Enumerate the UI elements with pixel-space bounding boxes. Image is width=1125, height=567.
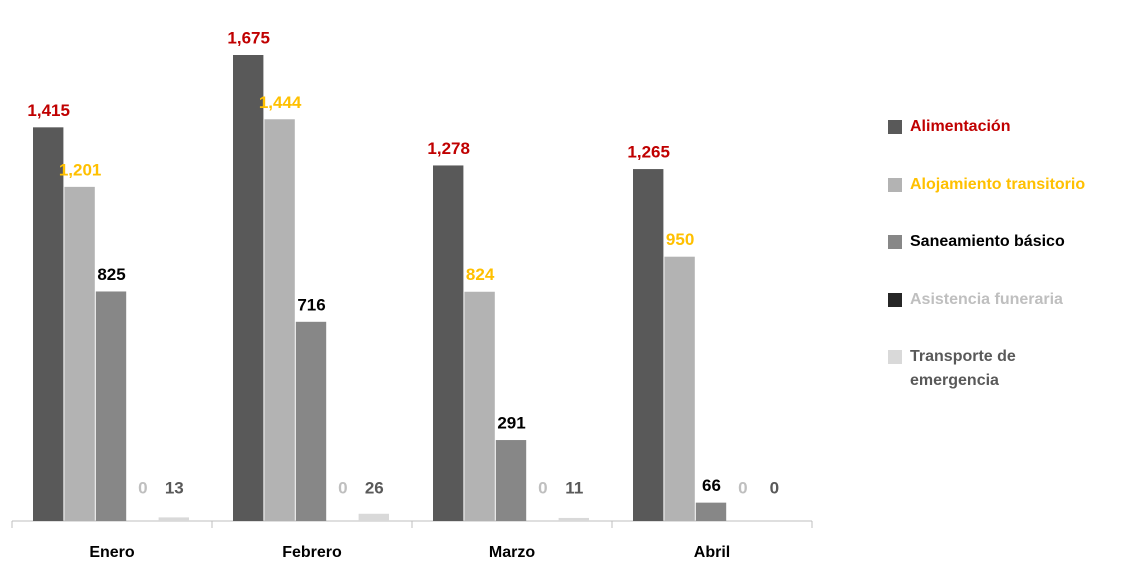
legend-swatch bbox=[888, 235, 902, 249]
bar bbox=[464, 291, 495, 521]
value-label: 26 bbox=[365, 478, 384, 497]
legend-label: Transporte de emergencia bbox=[910, 348, 1016, 389]
bar bbox=[158, 517, 189, 521]
legend-swatch bbox=[888, 292, 902, 307]
legend-swatch bbox=[888, 350, 902, 364]
value-label: 950 bbox=[666, 230, 694, 249]
value-label: 13 bbox=[165, 478, 184, 497]
value-label: 1,675 bbox=[227, 28, 270, 47]
value-label: 1,415 bbox=[27, 101, 70, 120]
bar bbox=[64, 186, 95, 522]
value-label: 1,444 bbox=[259, 93, 302, 112]
x-tick-label: Febrero bbox=[282, 544, 342, 561]
value-label: 66 bbox=[702, 476, 721, 495]
legend-label: Saneamiento básico bbox=[910, 233, 1065, 250]
bar bbox=[433, 165, 464, 521]
bar bbox=[95, 291, 127, 521]
bar bbox=[295, 321, 327, 521]
legend-swatch bbox=[888, 120, 902, 134]
value-label: 291 bbox=[497, 414, 525, 433]
value-label: 11 bbox=[565, 478, 583, 497]
legend-label: Alimentación bbox=[910, 118, 1011, 135]
bar bbox=[33, 127, 64, 522]
value-label: 0 bbox=[538, 478, 547, 497]
legend-label: Asistencia funeraria bbox=[910, 290, 1063, 308]
bar bbox=[664, 256, 695, 521]
value-label: 1,201 bbox=[59, 160, 102, 179]
legend-swatch bbox=[888, 177, 902, 192]
value-label: 0 bbox=[738, 478, 747, 497]
axis-ticks bbox=[11, 521, 813, 528]
value-label: 825 bbox=[97, 265, 125, 284]
bar bbox=[495, 440, 527, 521]
x-tick-label: Enero bbox=[89, 544, 135, 561]
value-label: 0 bbox=[338, 478, 347, 497]
x-tick-label: Abril bbox=[694, 544, 730, 561]
bar bbox=[358, 513, 389, 521]
legend-label: Alojamiento transitorio bbox=[910, 175, 1086, 193]
bar bbox=[633, 169, 664, 521]
x-tick-label: Marzo bbox=[489, 544, 535, 561]
value-label: 824 bbox=[466, 265, 495, 284]
bar bbox=[695, 502, 727, 521]
value-label: 0 bbox=[138, 478, 147, 497]
value-label: 1,265 bbox=[627, 143, 670, 162]
value-label: 0 bbox=[770, 478, 779, 497]
value-label: 716 bbox=[297, 295, 325, 314]
bar bbox=[233, 55, 264, 521]
value-label: 1,278 bbox=[427, 139, 470, 158]
bar bbox=[558, 517, 589, 521]
bar bbox=[264, 119, 295, 521]
